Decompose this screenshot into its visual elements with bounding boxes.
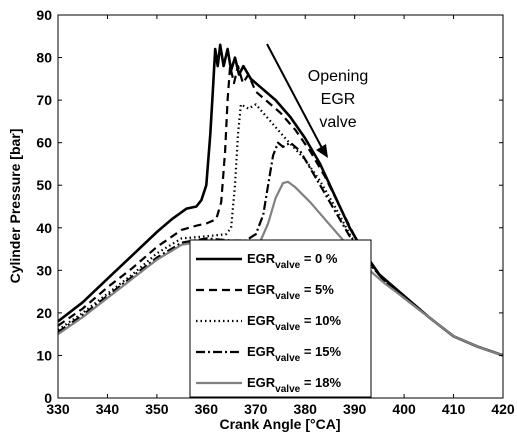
plot-frame [57,14,504,399]
x-tick-label: 350 [145,401,169,417]
y-tick-label: 70 [36,92,52,108]
annotation-arrow-head [316,144,328,158]
x-tick-label: 360 [195,401,219,417]
legend: EGRvalve = 0 %EGRvalve = 5%EGRvalve = 10… [189,239,372,398]
annotation-line-1: Opening [308,68,369,85]
series-line-2 [57,103,504,357]
y-tick-label: 10 [36,347,52,363]
y-tick-label: 90 [36,7,52,23]
annotation: Opening EGR valve [266,43,369,158]
x-tick-label: 420 [491,401,515,417]
y-tick-label: 30 [36,262,52,278]
x-tick-label: 400 [392,401,416,417]
legend-box [189,239,372,398]
series-line-3 [57,141,504,357]
y-tick-label: 80 [36,50,52,66]
y-tick-label: 0 [44,390,52,406]
annotation-arrow-shaft [266,43,324,151]
series-line-4 [57,180,504,357]
y-tick-label: 50 [36,177,52,193]
x-tick-label: 370 [244,401,268,417]
x-tick-label: 340 [96,401,120,417]
y-tick-label: 60 [36,135,52,151]
x-axis-title: Crank Angle [°CA] [220,416,341,432]
y-tick-label: 40 [36,220,52,236]
x-tick-label: 380 [294,401,318,417]
x-tick-label: 410 [442,401,466,417]
annotation-line-2: EGR [321,91,356,108]
y-tick-label: 20 [36,305,52,321]
x-tick-label: 330 [46,401,70,417]
axis-ticks: 330 340 350 360 370 380 390 400 410 420 0 10 20 30 40 5… [36,7,514,417]
x-tick-label: 390 [343,401,367,417]
y-axis-title: Cylinder Pressure [bar] [7,129,23,284]
annotation-line-3: valve [319,114,356,131]
